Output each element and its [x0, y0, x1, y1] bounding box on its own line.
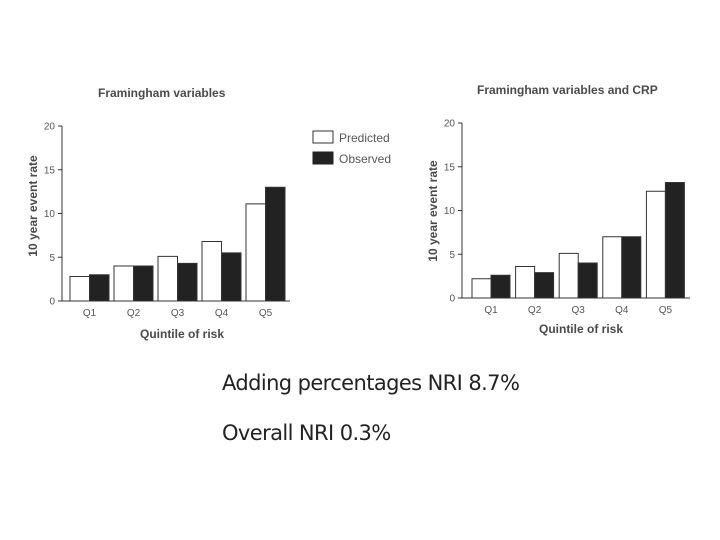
chart1-y-tick-label: 0	[49, 297, 55, 308]
chart1-y-tick-label: 5	[49, 253, 55, 264]
note-overall-nri: Overall NRI 0.3%	[222, 421, 391, 445]
note-adding-percentages-nri: Adding percentages NRI 8.7%	[222, 371, 520, 395]
chart2-x-tick-label: Q3	[572, 305, 586, 316]
chart2-y-tick-label: 0	[449, 294, 455, 305]
chart1-bar-observed-q5	[265, 186, 286, 302]
chart1-y-tick-label: 20	[44, 122, 56, 133]
chart2-bar-observed-q5	[664, 182, 685, 299]
chart2-bar-predicted-q3	[558, 252, 579, 299]
chart1-x-tick-label: Q2	[127, 308, 141, 319]
chart1-x-tick-label: Q3	[171, 308, 185, 319]
chart2-title: Framingham variables and CRP	[477, 83, 658, 97]
chart2-bar-observed-q3	[577, 262, 598, 299]
chart2-y-tick-label: 5	[449, 250, 455, 261]
chart2-xlabel: Quintile of risk	[539, 322, 623, 336]
chart2-bar-predicted-q5	[645, 190, 666, 299]
nri-notes: Adding percentages NRI 8.7% Overall NRI …	[222, 366, 520, 466]
chart1-bar-observed-q2	[133, 265, 154, 302]
chart2-bar-predicted-q4	[602, 236, 623, 299]
chart2-bar-observed-q1	[490, 274, 511, 299]
chart1-bar-predicted-q5	[245, 203, 266, 302]
chart-framingham-crp: Framingham variables and CRP 10 year eve…	[426, 83, 690, 336]
chart1-bar-predicted-q4	[201, 241, 222, 302]
chart2-y-tick-label: 15	[444, 162, 456, 173]
chart2-y-tick-label: 10	[444, 206, 456, 217]
chart2-x-tick-label: Q4	[615, 305, 629, 316]
chart1-x-tick-label: Q4	[215, 308, 229, 319]
chart1-ylabel: 10 year event rate	[26, 155, 40, 257]
chart2-x-tick-label: Q1	[484, 305, 498, 316]
chart2-bar-observed-q4	[621, 236, 642, 299]
chart2-bar-predicted-q2	[515, 266, 536, 299]
chart1-bar-predicted-q3	[157, 255, 178, 302]
chart2-bar-predicted-q1	[471, 278, 492, 299]
chart1-bar-observed-q3	[177, 262, 198, 302]
legend-swatch-observed	[312, 151, 334, 165]
chart2-x-tick-label: Q5	[659, 305, 673, 316]
chart1-bar-observed-q1	[89, 274, 110, 302]
chart1-legend: Predicted Observed	[312, 130, 391, 166]
chart1-bar-predicted-q1	[69, 276, 90, 302]
chart1-xlabel: Quintile of risk	[140, 327, 224, 341]
chart1-title: Framingham variables	[98, 86, 226, 100]
chart2-plot-area: 0 5 10 15 20 Q1 Q2 Q3 Q4 Q5	[444, 119, 690, 316]
chart2-bar-observed-q2	[534, 272, 555, 299]
chart2-ylabel: 10 year event rate	[426, 160, 440, 262]
legend-swatch-predicted	[312, 130, 334, 144]
chart2-x-tick-label: Q2	[528, 305, 542, 316]
legend-label-observed: Observed	[339, 152, 391, 166]
chart1-plot-area: 0 5 10 15 20 Q1 Q2 Q3 Q4 Q5	[44, 122, 290, 319]
chart1-bar-observed-q4	[221, 252, 242, 302]
chart1-y-tick-label: 10	[44, 209, 56, 220]
chart1-bar-predicted-q2	[113, 265, 134, 302]
chart-framingham: Framingham variables 10 year event rate …	[26, 86, 391, 341]
chart2-y-tick-label: 20	[444, 119, 456, 130]
legend-label-predicted: Predicted	[339, 131, 390, 145]
chart1-x-tick-label: Q5	[259, 308, 273, 319]
chart1-x-tick-label: Q1	[83, 308, 97, 319]
chart1-y-tick-label: 15	[44, 165, 56, 176]
